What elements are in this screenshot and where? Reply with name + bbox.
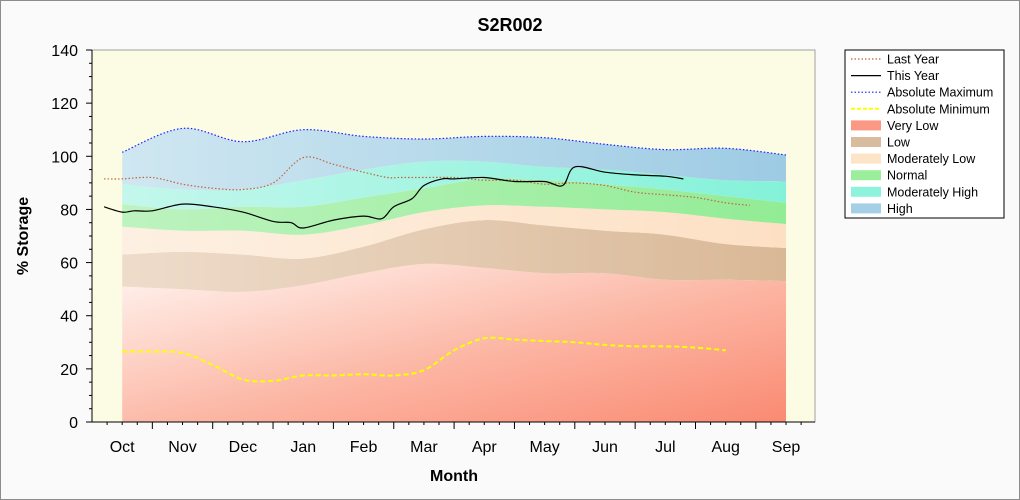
this-year-line — [103, 165, 684, 229]
y-tick-label: 120 — [51, 96, 78, 113]
legend-label-low: Low — [887, 136, 911, 150]
legend-swatch-low — [851, 137, 881, 147]
y-tick-label: 20 — [60, 362, 78, 379]
y-tick-label: 40 — [60, 309, 78, 326]
moderately-high-band — [122, 160, 786, 210]
legend-label-last-year: Last Year — [887, 53, 939, 67]
x-tick-label: Nov — [168, 439, 196, 456]
high-band — [122, 128, 786, 191]
y-tick-label: 100 — [51, 149, 78, 166]
y-tick-label: 0 — [69, 415, 78, 432]
legend-label-very-low: Very Low — [887, 119, 939, 133]
legend-label-moderately-low: Moderately Low — [887, 152, 976, 166]
y-tick-label: 60 — [60, 256, 78, 273]
x-tick-label: Mar — [410, 439, 438, 456]
legend-label-absolute-maximum: Absolute Maximum — [887, 86, 993, 100]
legend-label-moderately-high: Moderately High — [887, 185, 978, 199]
legend-swatch-moderately-high — [851, 186, 881, 197]
legend-swatch-moderately-low — [851, 153, 881, 164]
normal-band — [122, 178, 786, 235]
legend: Last Year This Year Absolute Maximum Absolu… — [844, 49, 1005, 219]
chart-title: S2R002 — [477, 15, 542, 35]
low-band — [122, 220, 786, 292]
x-tick-label: Sep — [772, 439, 801, 456]
x-tick-label: Dec — [229, 439, 257, 456]
y-tick-label: 140 — [51, 43, 78, 60]
x-axis-label: Month — [430, 468, 478, 485]
legend-label-this-year: This Year — [887, 69, 939, 83]
x-tick-label: Jul — [655, 439, 675, 456]
y-tick-label: 80 — [60, 202, 78, 219]
x-tick-label: Jun — [592, 439, 618, 456]
y-axis-label: % Storage — [15, 197, 32, 275]
legend-label-absolute-minimum: Absolute Minimum — [887, 102, 990, 116]
absolute-maximum-line — [121, 127, 787, 156]
legend-swatch-high — [851, 203, 881, 214]
legend-label-normal: Normal — [887, 169, 927, 183]
storage-bands — [122, 128, 786, 422]
legend-swatch-normal — [851, 170, 881, 181]
x-tick-label: Oct — [110, 439, 135, 456]
legend-swatch-very-low — [851, 120, 881, 131]
absolute-minimum-line — [122, 336, 726, 383]
very-low-band — [122, 263, 786, 422]
moderately-low-band — [122, 205, 786, 259]
x-tick-label: Aug — [711, 439, 739, 456]
x-tick-label: Apr — [472, 439, 498, 456]
x-tick-label: Feb — [350, 439, 378, 456]
legend-label-high: High — [887, 202, 913, 216]
axes: 0 20 40 60 80 100 120 140 Oct Nov Dec Jan Feb Mar Apr M… — [51, 43, 815, 456]
x-tick-label: Jan — [290, 439, 316, 456]
x-tick-label: May — [530, 439, 560, 456]
series-lines — [103, 127, 787, 383]
